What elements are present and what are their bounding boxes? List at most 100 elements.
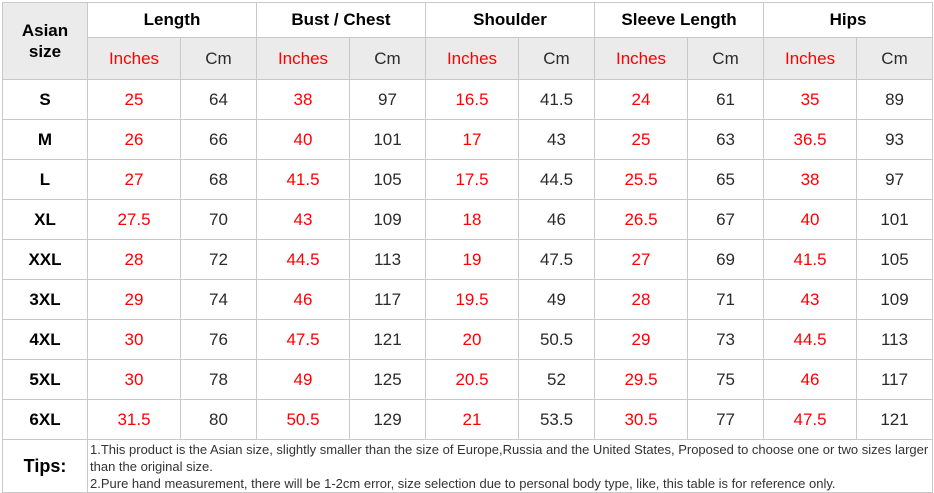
inches-value: 20.5 (425, 359, 519, 400)
cm-value: 101 (856, 199, 934, 240)
size-row: 4XL 30 76 47.5 121 20 50.5 29 73 44.5 113 (2, 319, 934, 360)
size-row: XL 27.5 70 43 109 18 46 26.5 67 40 101 (2, 199, 934, 240)
cm-value: 63 (687, 119, 765, 160)
cm-value: 74 (180, 279, 257, 320)
cm-value: 65 (687, 159, 765, 200)
size-label: XXL (2, 239, 88, 280)
inches-value: 26.5 (594, 199, 689, 240)
cm-value: 49 (517, 279, 596, 320)
unit-header-cm: Cm (349, 37, 426, 80)
cm-value: 44.5 (517, 159, 596, 200)
inches-value: 50.5 (256, 399, 350, 440)
cm-value: 101 (349, 119, 426, 160)
size-label: 3XL (2, 279, 88, 320)
unit-header-inches: Inches (594, 37, 689, 80)
cm-value: 97 (349, 79, 426, 120)
unit-header-cm: Cm (856, 37, 934, 80)
inches-value: 38 (256, 79, 350, 120)
size-row: M 26 66 40 101 17 43 25 63 36.5 93 (2, 119, 934, 160)
measurement-header-row: Asian size Length Bust / Chest Shoulder … (2, 2, 934, 80)
tips-text: 1.This product is the Asian size, slight… (86, 439, 934, 493)
size-row: L 27 68 41.5 105 17.5 44.5 25.5 65 38 97 (2, 159, 934, 200)
inches-value: 16.5 (425, 79, 519, 120)
cm-value: 69 (687, 239, 765, 280)
inches-value: 41.5 (256, 159, 350, 200)
cm-value: 68 (180, 159, 257, 200)
cm-value: 78 (180, 359, 257, 400)
tip-line: 1.This product is the Asian size, slight… (90, 442, 929, 474)
cm-value: 97 (856, 159, 934, 200)
size-row: XXL 28 72 44.5 113 19 47.5 27 69 41.5 105 (2, 239, 934, 280)
inches-value: 44.5 (763, 319, 858, 360)
cm-value: 109 (856, 279, 934, 320)
cm-value: 113 (349, 239, 426, 280)
inches-value: 29 (594, 319, 689, 360)
cm-value: 53.5 (517, 399, 596, 440)
cm-value: 71 (687, 279, 765, 320)
tips-label: Tips: (2, 439, 88, 493)
corner-header: Asian size (2, 2, 88, 80)
cm-value: 121 (856, 399, 934, 440)
unit-header-cm: Cm (687, 37, 765, 80)
inches-value: 31.5 (87, 399, 181, 440)
inches-value: 24 (594, 79, 689, 120)
measurement-group-header-bust-chest: Bust / Chest (256, 2, 426, 38)
inches-value: 36.5 (763, 119, 858, 160)
cm-value: 129 (349, 399, 426, 440)
inches-value: 41.5 (763, 239, 858, 280)
inches-value: 49 (256, 359, 350, 400)
inches-value: 29 (87, 279, 181, 320)
inches-value: 47.5 (256, 319, 350, 360)
tips-row: Tips: 1.This product is the Asian size, … (2, 439, 934, 493)
cm-value: 75 (687, 359, 765, 400)
inches-value: 27.5 (87, 199, 181, 240)
inches-value: 19.5 (425, 279, 519, 320)
unit-header-row: Inches Cm Inches Cm Inches Cm Inches Cm … (3, 37, 934, 80)
unit-header-inches: Inches (425, 37, 519, 80)
inches-value: 25 (594, 119, 689, 160)
cm-value: 93 (856, 119, 934, 160)
cm-value: 61 (687, 79, 765, 120)
inches-value: 27 (87, 159, 181, 200)
inches-value: 18 (425, 199, 519, 240)
inches-value: 43 (763, 279, 858, 320)
cm-value: 125 (349, 359, 426, 400)
cm-value: 73 (687, 319, 765, 360)
cm-value: 41.5 (517, 79, 596, 120)
cm-value: 121 (349, 319, 426, 360)
inches-value: 27 (594, 239, 689, 280)
cm-value: 113 (856, 319, 934, 360)
inches-value: 40 (763, 199, 858, 240)
cm-value: 70 (180, 199, 257, 240)
cm-value: 46 (517, 199, 596, 240)
size-row: 5XL 30 78 49 125 20.5 52 29.5 75 46 117 (2, 359, 934, 400)
inches-value: 46 (763, 359, 858, 400)
inches-value: 44.5 (256, 239, 350, 280)
unit-header-inches: Inches (87, 37, 181, 80)
inches-value: 19 (425, 239, 519, 280)
inches-value: 17 (425, 119, 519, 160)
tip-line: 2.Pure hand measurement, there will be 1… (90, 476, 836, 491)
inches-value: 26 (87, 119, 181, 160)
size-label: 4XL (2, 319, 88, 360)
inches-value: 25.5 (594, 159, 689, 200)
inches-value: 43 (256, 199, 350, 240)
cm-value: 66 (180, 119, 257, 160)
measurement-group-header-sleeve-length: Sleeve Length (594, 2, 765, 38)
inches-value: 21 (425, 399, 519, 440)
cm-value: 67 (687, 199, 765, 240)
cm-value: 105 (349, 159, 426, 200)
size-row: S 25 64 38 97 16.5 41.5 24 61 35 89 (2, 79, 934, 120)
size-row: 3XL 29 74 46 117 19.5 49 28 71 43 109 (2, 279, 934, 320)
unit-header-inches: Inches (763, 37, 858, 80)
cm-value: 50.5 (517, 319, 596, 360)
inches-value: 30 (87, 359, 181, 400)
inches-value: 29.5 (594, 359, 689, 400)
size-label: S (2, 79, 88, 120)
size-label: XL (2, 199, 88, 240)
inches-value: 46 (256, 279, 350, 320)
cm-value: 89 (856, 79, 934, 120)
cm-value: 80 (180, 399, 257, 440)
